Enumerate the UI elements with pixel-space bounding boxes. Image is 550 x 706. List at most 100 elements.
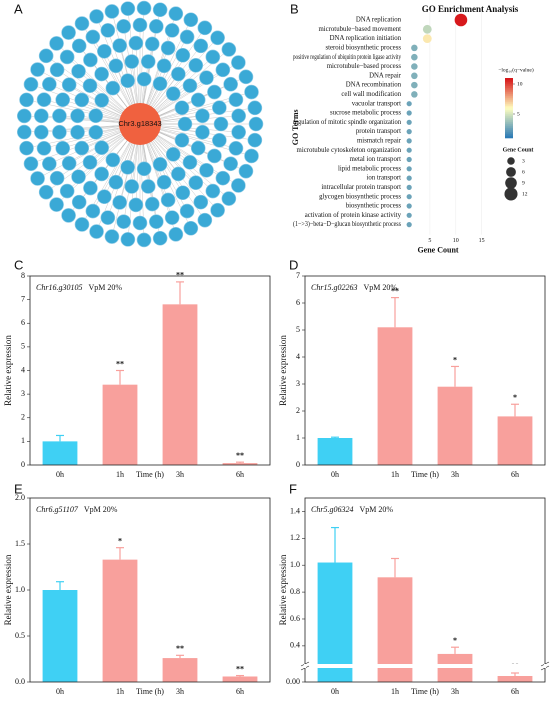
y-tick-label: steroid biosynthetic process: [325, 44, 401, 51]
node: [244, 84, 259, 100]
x-tick-label: 6h: [236, 470, 244, 479]
y-tick-label: 0: [21, 460, 25, 469]
dot: [411, 81, 418, 89]
bar: [102, 384, 138, 465]
axis-break-gap: [304, 664, 306, 668]
panel-label: B: [290, 1, 299, 16]
y-tick-label: 1.4: [290, 506, 300, 515]
node: [16, 124, 32, 140]
colorbar-step: [505, 88, 513, 91]
node: [94, 66, 109, 82]
colorbar-step: [505, 130, 513, 133]
network: Chr3.g18343: [16, 0, 264, 248]
y-tick-label: 1.2: [290, 533, 300, 542]
node: [85, 29, 101, 45]
dot: [406, 166, 412, 172]
significance-label: *: [513, 393, 517, 402]
node: [34, 108, 49, 124]
node: [124, 179, 140, 194]
y-tick-label: lipid metabolic process: [338, 165, 401, 172]
node: [197, 20, 213, 36]
node: [231, 55, 246, 70]
treatment-label: VpM 20%: [88, 283, 122, 292]
node: [116, 19, 132, 34]
node: [205, 183, 221, 199]
node: [221, 191, 237, 206]
colorbar-step: [505, 108, 513, 111]
dot: [406, 194, 412, 200]
node: [88, 124, 104, 140]
x-tick-label: 3h: [451, 470, 459, 479]
node: [59, 49, 75, 65]
dot: [411, 53, 418, 61]
go-chart: GO Enrichment Analysis GO Terms Gene Count…: [291, 4, 534, 254]
node: [61, 156, 77, 171]
node: [238, 69, 254, 85]
y-tick-label: 1: [21, 436, 25, 445]
colorbar-step: [505, 120, 513, 123]
bar: [317, 562, 353, 682]
node: [144, 36, 160, 52]
node: [82, 78, 98, 93]
gene-label: Chr16.g30105: [36, 283, 82, 292]
y-axis-label: Relative expression: [278, 335, 288, 406]
bar: [162, 658, 198, 682]
y-tick-label: 0.8: [290, 587, 300, 596]
colorbar-step: [505, 124, 513, 127]
treatment-label: VpM 20%: [363, 283, 397, 292]
node: [197, 212, 213, 228]
node: [212, 133, 227, 148]
node: [183, 220, 199, 236]
node: [213, 116, 229, 132]
node: [82, 155, 98, 170]
y-tick-label: activation of protein kinase activity: [305, 212, 402, 219]
colorbar-step: [505, 132, 513, 135]
colorbar-step: [505, 80, 513, 83]
y-tick-label: 3: [296, 379, 300, 388]
y-axis-label: GO Terms: [291, 109, 300, 145]
node: [42, 156, 57, 172]
node: [52, 108, 67, 124]
x-tick-label: 3h: [176, 687, 184, 696]
node: [59, 183, 75, 199]
x-axis-label: Gene Count: [417, 245, 458, 254]
node: [49, 62, 65, 78]
bar: [377, 327, 413, 465]
x-tick-label: 1h: [391, 687, 399, 696]
y-tick-label: 3: [21, 389, 25, 398]
y-tick-label: 1.0: [15, 585, 25, 594]
bar: [222, 676, 258, 682]
y-tick-label: 6: [21, 318, 25, 327]
node: [120, 1, 136, 16]
node: [190, 140, 206, 156]
node: [228, 92, 244, 107]
x-axis-label: Time (h): [411, 470, 439, 479]
node: [42, 76, 57, 92]
node: [238, 163, 254, 179]
dot: [422, 34, 432, 43]
colorbar-step: [505, 126, 513, 129]
node: [49, 36, 64, 51]
panel-label: C: [14, 257, 23, 272]
x-tick-label: 3h: [451, 687, 459, 696]
panel-label: E: [14, 481, 23, 496]
node: [148, 19, 164, 34]
colorbar-step: [505, 92, 513, 95]
node: [193, 38, 209, 54]
node: [23, 77, 39, 92]
node: [36, 141, 52, 156]
dot: [411, 72, 418, 80]
dot: [406, 101, 412, 107]
x-tick-label: 0h: [56, 470, 64, 479]
node: [183, 12, 199, 28]
colorbar-step: [505, 84, 513, 87]
node: [70, 108, 85, 124]
node: [205, 49, 221, 65]
node: [160, 40, 176, 56]
node: [175, 185, 191, 201]
node: [116, 214, 132, 229]
node: [223, 156, 238, 172]
axis-break-gap: [544, 664, 546, 668]
dot: [422, 24, 432, 34]
y-tick-label: 5: [21, 342, 25, 351]
